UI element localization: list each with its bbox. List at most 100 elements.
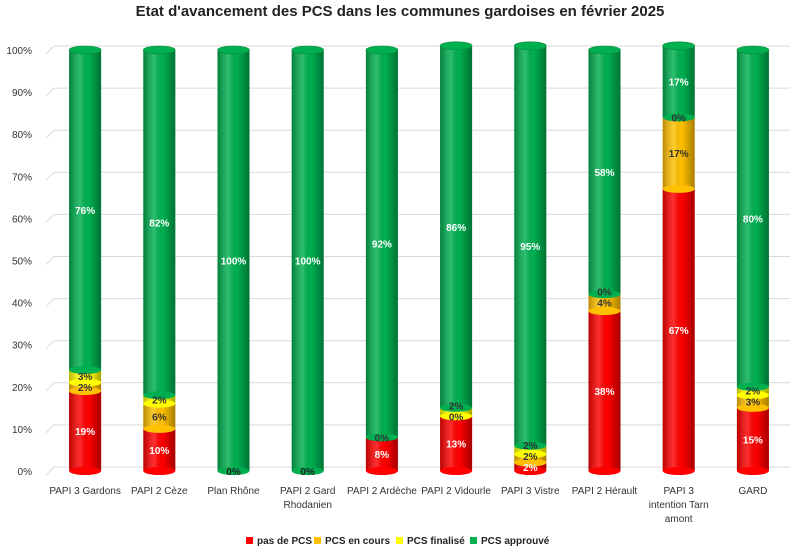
x-tick-label: Rhodanien — [284, 500, 332, 511]
bar-segment-shading — [588, 311, 621, 471]
x-tick-label: PAPI 2 Vidourle — [421, 486, 491, 497]
gridline-diag — [45, 87, 55, 97]
legend: pas de PCS PCS en cours PCS finalisé PCS ap… — [246, 536, 550, 547]
bar-segment-base — [365, 467, 398, 475]
bar-segment-base — [69, 387, 102, 396]
x-tick-label: PAPI 3 — [664, 486, 695, 497]
legend-swatch — [396, 537, 403, 544]
bar-segment-shading — [365, 437, 398, 471]
x-tick-label: amont — [665, 514, 693, 525]
y-axis: 0% 10% 20% 30% 40% 50% 60% 70% 80% 90% 100% — [6, 46, 32, 478]
bar-segment-shading — [514, 45, 547, 446]
bar-segment-base — [588, 307, 621, 316]
y-tick-label: 50% — [12, 257, 32, 268]
bar-top-cap — [736, 45, 770, 55]
bar-group — [217, 45, 250, 475]
data-label: 2% — [449, 401, 464, 412]
bar-top-cap — [291, 45, 325, 55]
data-label: 17% — [669, 78, 689, 89]
bar-group — [143, 45, 176, 475]
gridline-diag — [45, 129, 55, 139]
bar-segment-shading — [143, 50, 176, 396]
bar-segment-shading — [69, 391, 102, 471]
bar-segment-shading — [440, 416, 473, 471]
gridline-diag — [45, 466, 55, 476]
bar-segment-base — [440, 467, 473, 475]
data-label: 2% — [523, 463, 538, 474]
bar-segment-base — [217, 467, 250, 475]
bar-segment-shading — [217, 50, 250, 471]
bar-segment-shading — [736, 50, 769, 387]
bar-segment-base — [736, 391, 769, 400]
data-label: 86% — [446, 223, 466, 234]
bar-segment-base — [365, 433, 398, 442]
bar-segment-base — [588, 467, 621, 475]
x-tick-label: intention Tarn — [649, 500, 709, 511]
bar-segment-base — [514, 467, 547, 475]
bar-segment-base — [514, 458, 547, 467]
x-tick-label: PAPI 2 Gard — [280, 486, 335, 497]
data-label: 0% — [449, 412, 464, 423]
x-tick-label: PAPI 3 Gardons — [49, 486, 121, 497]
bar-segment-shading — [291, 50, 324, 471]
gridline-diag — [45, 298, 55, 307]
x-tick-label: PAPI 2 Ardèche — [347, 486, 417, 497]
data-label: 0% — [375, 433, 390, 444]
bar-top-cap — [365, 45, 399, 55]
bar-segment-shading — [440, 45, 473, 408]
bar-segment-shading — [514, 462, 547, 471]
data-label: 15% — [743, 435, 763, 446]
bar-segment-base — [662, 467, 695, 475]
bar-group — [439, 41, 473, 475]
data-label: 100% — [295, 257, 321, 268]
bar-segment-shading — [736, 407, 769, 471]
data-label: 4% — [597, 299, 612, 310]
bar-top-cap — [143, 45, 176, 55]
bar-top-cap — [513, 41, 547, 51]
bar-segment-shading — [588, 50, 621, 295]
bar-segment-base — [736, 403, 769, 412]
data-label: 2% — [746, 387, 761, 398]
data-label: 58% — [594, 168, 614, 179]
y-tick-label: 60% — [12, 214, 32, 225]
bar-group — [513, 41, 547, 475]
bar-segment-shading — [69, 382, 102, 392]
y-tick-label: 80% — [12, 130, 32, 141]
bar-segment-base — [662, 184, 695, 193]
bar-segment-shading — [143, 428, 176, 471]
y-tick-label: 100% — [6, 46, 32, 57]
x-tick-label: GARD — [738, 486, 767, 497]
data-label: 76% — [75, 206, 95, 217]
data-label: 3% — [746, 398, 761, 409]
bar-segment-base — [291, 467, 324, 475]
y-tick-label: 10% — [12, 425, 32, 436]
x-tick-label: PAPI 2 Hérault — [572, 486, 638, 497]
data-label: 19% — [75, 427, 95, 438]
y-tick-label: 30% — [12, 341, 32, 352]
bar-segment-base — [440, 403, 473, 412]
bar-group — [662, 41, 696, 475]
bar-segment-shading — [69, 50, 102, 370]
chart-title: Etat d'avancement des PCS dans les commu… — [136, 3, 665, 20]
bar-segment-shading — [143, 395, 176, 404]
legend-label: PCS approuvé — [481, 536, 550, 547]
bar-segment-base — [143, 467, 176, 475]
data-label: 6% — [152, 412, 167, 423]
bar-segment-shading — [662, 45, 695, 118]
gridline-diag — [45, 340, 55, 350]
bar-segment-base — [69, 467, 102, 475]
gridline-diag — [45, 382, 55, 392]
bar-segment-shading — [588, 294, 621, 312]
data-label: 92% — [372, 240, 392, 251]
y-tick-label: 20% — [12, 383, 32, 394]
bar-top-cap — [588, 45, 621, 55]
bars: 19%2%3%76%10%6%2%82%0%100%0%100%8%0%92%1… — [68, 41, 770, 478]
data-label: 3% — [78, 372, 93, 383]
legend-label: pas de PCS — [257, 536, 312, 547]
bar-segment-shading — [662, 117, 695, 189]
x-tick-label: PAPI 2 Cèze — [131, 486, 188, 497]
bar-segment-shading — [514, 454, 547, 463]
bar-top-cap — [217, 45, 250, 55]
data-label: 8% — [375, 450, 390, 461]
